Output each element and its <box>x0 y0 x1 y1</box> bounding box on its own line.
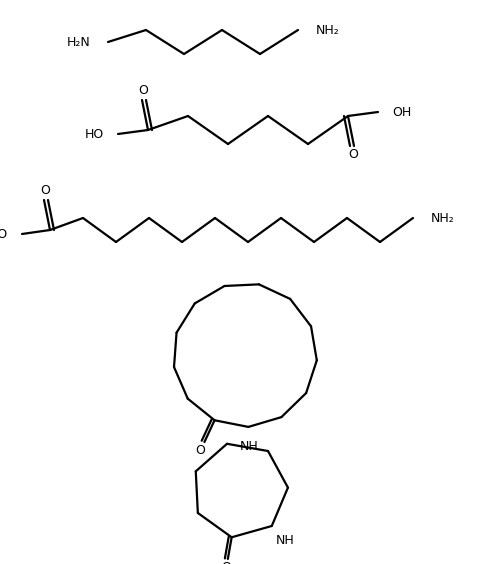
Text: NH: NH <box>240 440 258 453</box>
Text: HO: HO <box>0 227 8 240</box>
Text: O: O <box>40 184 50 197</box>
Text: HO: HO <box>84 127 104 140</box>
Text: NH₂: NH₂ <box>315 24 339 37</box>
Text: O: O <box>138 85 148 98</box>
Text: H₂N: H₂N <box>66 36 90 49</box>
Text: O: O <box>221 561 231 564</box>
Text: O: O <box>347 148 357 161</box>
Text: NH₂: NH₂ <box>430 212 454 224</box>
Text: OH: OH <box>391 105 410 118</box>
Text: NH: NH <box>275 535 294 548</box>
Text: O: O <box>195 444 205 457</box>
